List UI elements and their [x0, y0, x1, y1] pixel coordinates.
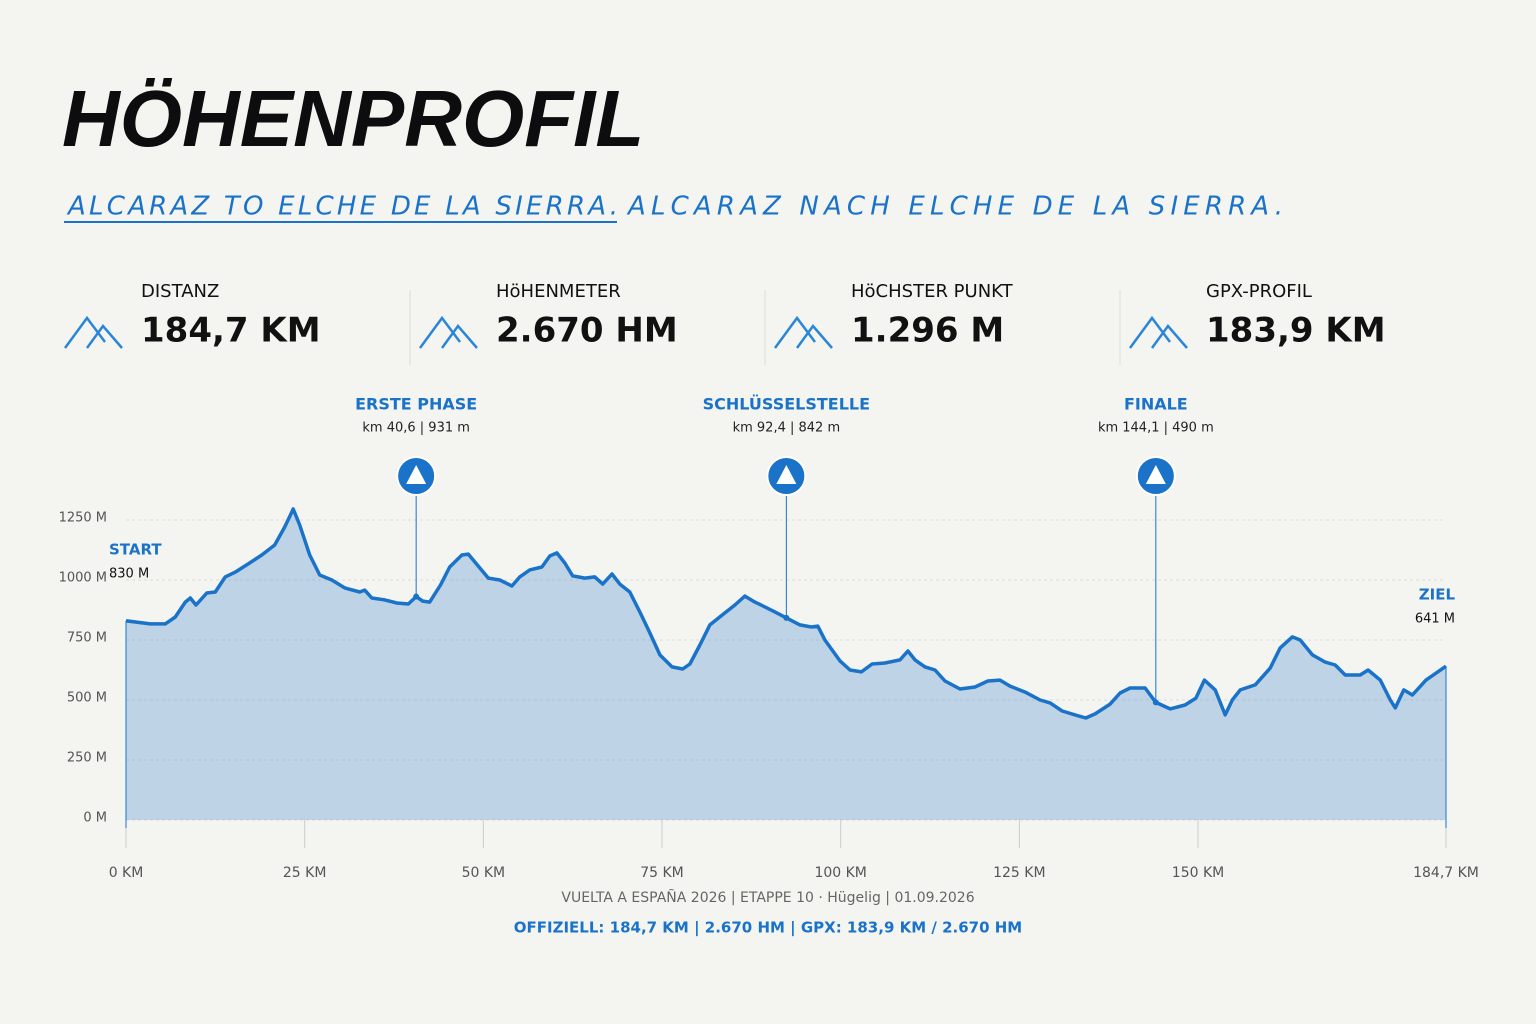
- x-tick-label: 150 KM: [1172, 865, 1224, 881]
- annotation-point: [783, 614, 790, 621]
- marker-icon: [1145, 465, 1166, 484]
- stat-label: DISTANZ: [141, 281, 219, 302]
- y-tick-label: 250 M: [67, 751, 107, 766]
- stat-label: GPX-PROFIL: [1206, 281, 1312, 302]
- y-tick-label: 1000 M: [59, 571, 107, 586]
- marker-icon: [776, 465, 797, 484]
- stat-value: 2.670 HM: [496, 311, 678, 351]
- stat-label: HöHENMETER: [496, 281, 621, 302]
- x-tick-label: 75 KM: [640, 865, 684, 881]
- x-tick-label: 25 KM: [283, 865, 327, 881]
- profile-line: [125, 507, 1447, 720]
- chart: 0 M 250 M 500 M 750 M 1000 M 1250 M 0 KM 25 KM 5…: [59, 395, 1479, 882]
- y-tick-label: 500 M: [67, 691, 107, 706]
- end-label: 641 M: [1415, 612, 1455, 627]
- annotation-title: SCHLÜSSELSTELLE: [703, 395, 870, 414]
- mountain-icon: [773, 315, 833, 349]
- start-title: START: [109, 541, 162, 559]
- x-tick-label: 50 KM: [462, 865, 506, 881]
- stat-value: 183,9 KM: [1206, 311, 1386, 351]
- footer: OFFIZIELL: 184,7 KM | 2.670 HM | GPX: 18…: [514, 919, 1022, 938]
- stat-value: 184,7 KM: [141, 311, 321, 351]
- stat-value: 1.296 M: [851, 311, 1004, 351]
- mountain-icon: [1128, 315, 1188, 349]
- x-tick-label: 184,7 KM: [1413, 865, 1479, 881]
- y-tick-label: 750 M: [67, 631, 107, 646]
- stat-label: HöCHSTER PUNKT: [851, 281, 1014, 302]
- marker-icon: [406, 465, 427, 484]
- annotation-title: ERSTE PHASE: [355, 395, 477, 414]
- y-tick-label: 0 M: [83, 811, 107, 826]
- x-tick-label: 100 KM: [814, 865, 866, 881]
- annotation-label: km 40,6 | 931 m: [362, 421, 470, 436]
- y-tick-label: 1250 M: [59, 511, 107, 526]
- annotation-title: FINALE: [1124, 395, 1188, 414]
- annotation-label: km 144,1 | 490 m: [1098, 421, 1214, 436]
- x-tick-label: 0 KM: [109, 865, 144, 881]
- subtitle: ALCARAZ TO ELCHE DE LA SIERRA.: [66, 192, 618, 222]
- annotation-point: [1152, 699, 1159, 706]
- mountain-icon: [418, 315, 478, 349]
- mountain-icon: [63, 315, 123, 349]
- annotation-point: [413, 593, 420, 600]
- title: HÖHENPROFIL: [62, 74, 644, 163]
- subtitle: ALCARAZ NACH ELCHE DE LA SIERRA.: [626, 192, 1283, 222]
- stats: DISTANZ 184,7 KM HöHENMETER 2.670 HM HöCHSTE…: [63, 281, 1386, 365]
- end-title: ZIEL: [1419, 586, 1456, 604]
- footer: VUELTA A ESPAÑA 2026 | ETAPPE 10 · Hügel…: [561, 889, 974, 906]
- x-tick-label: 125 KM: [993, 865, 1045, 881]
- start-label: 830 M: [109, 567, 149, 582]
- annotation-label: km 92,4 | 842 m: [733, 421, 841, 436]
- area: [126, 509, 1446, 820]
